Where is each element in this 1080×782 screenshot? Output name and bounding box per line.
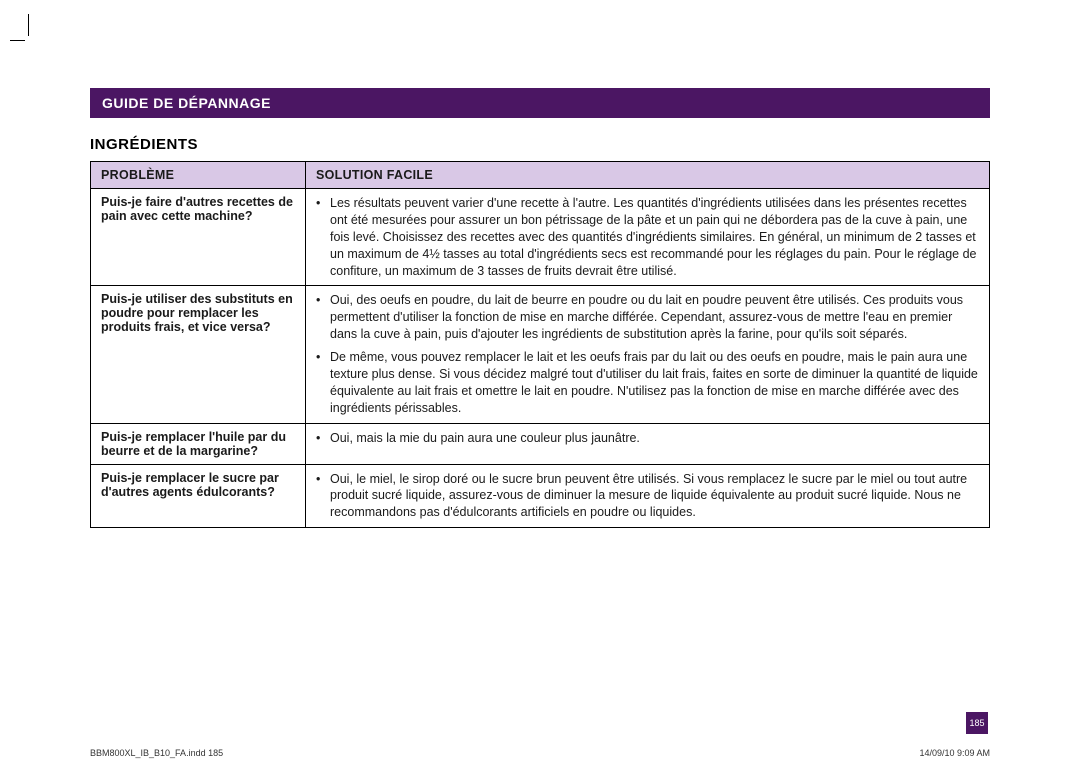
footer-file: BBM800XL_IB_B10_FA.indd 185 <box>90 748 223 758</box>
col-header-problem: PROBLÈME <box>91 162 306 189</box>
problem-cell: Puis-je remplacer l'huile par du beurre … <box>91 423 306 464</box>
problem-cell: Puis-je remplacer le sucre par d'autres … <box>91 464 306 528</box>
problem-cell: Puis-je utiliser des substituts en poudr… <box>91 286 306 423</box>
solution-cell: Oui, mais la mie du pain aura une couleu… <box>306 423 990 464</box>
col-header-solution: SOLUTION FACILE <box>306 162 990 189</box>
solution-item: Oui, des oeufs en poudre, du lait de beu… <box>316 292 979 343</box>
table-row: Puis-je remplacer le sucre par d'autres … <box>91 464 990 528</box>
troubleshooting-table: PROBLÈME SOLUTION FACILE Puis-je faire d… <box>90 161 990 528</box>
footer-datetime: 14/09/10 9:09 AM <box>919 748 990 758</box>
solution-cell: Oui, des oeufs en poudre, du lait de beu… <box>306 286 990 423</box>
solution-cell: Oui, le miel, le sirop doré ou le sucre … <box>306 464 990 528</box>
page-content: GUIDE DE DÉPANNAGE INGRÉDIENTS PROBLÈME … <box>90 88 990 528</box>
solution-item: Les résultats peuvent varier d'une recet… <box>316 195 979 279</box>
crop-mark <box>10 40 25 41</box>
page-number-badge: 185 <box>966 712 988 734</box>
solution-item: Oui, le miel, le sirop doré ou le sucre … <box>316 471 979 522</box>
problem-cell: Puis-je faire d'autres recettes de pain … <box>91 189 306 286</box>
table-row: Puis-je remplacer l'huile par du beurre … <box>91 423 990 464</box>
solution-item: Oui, mais la mie du pain aura une couleu… <box>316 430 979 447</box>
crop-mark <box>28 14 29 36</box>
section-title: INGRÉDIENTS <box>90 136 990 153</box>
guide-header: GUIDE DE DÉPANNAGE <box>90 88 990 118</box>
solution-cell: Les résultats peuvent varier d'une recet… <box>306 189 990 286</box>
table-row: Puis-je utiliser des substituts en poudr… <box>91 286 990 423</box>
table-row: Puis-je faire d'autres recettes de pain … <box>91 189 990 286</box>
print-footer: BBM800XL_IB_B10_FA.indd 185 14/09/10 9:0… <box>90 748 990 758</box>
solution-item: De même, vous pouvez remplacer le lait e… <box>316 349 979 417</box>
